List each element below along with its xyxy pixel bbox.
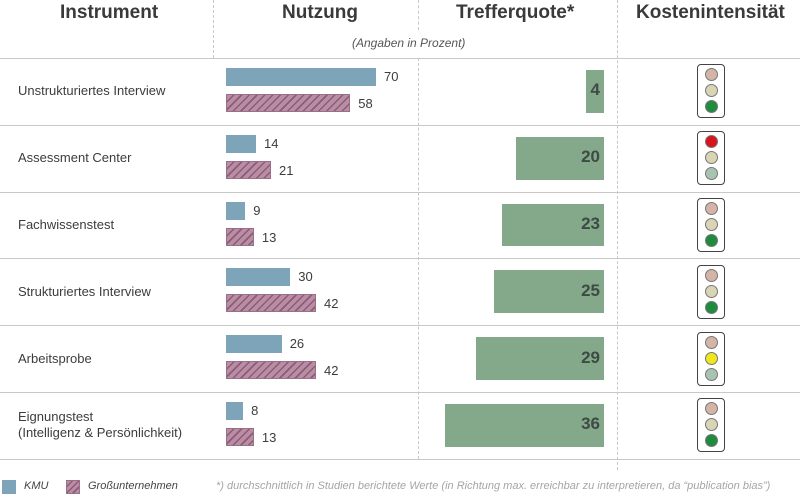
header-nutzung: Nutzung (282, 2, 358, 23)
row-separator (0, 191, 800, 193)
bar-grossunternehmen (226, 294, 316, 313)
bar-kmu (226, 68, 376, 86)
bar-kmu (226, 402, 244, 420)
bar-grossunternehmen (226, 94, 351, 112)
bar-kmu (226, 201, 246, 220)
trefferquote-value: 36 (581, 414, 600, 434)
traffic-lamp-red (704, 135, 718, 149)
row-separator (0, 392, 800, 393)
traffic-lamp-yellow (704, 284, 718, 298)
traffic-lamp-yellow (704, 351, 718, 365)
traffic-lamp-yellow (704, 84, 718, 98)
header-trefferquote: Trefferquote* (456, 2, 575, 23)
row-label: Eignungstest (Intelligenz & Persönlichkei… (18, 409, 182, 441)
row-separator (0, 325, 800, 327)
trefferquote-bar (445, 404, 604, 447)
traffic-light (697, 331, 725, 386)
header-kostenintensitaet: Kostenintensität (636, 2, 785, 23)
traffic-lamp-green (704, 167, 718, 181)
traffic-lamp-yellow (704, 151, 718, 165)
bar-value-grossunternehmen: 42 (324, 363, 339, 379)
trefferquote-bar (475, 337, 604, 380)
traffic-lamp-green (704, 100, 718, 114)
bar-value-grossunternehmen: 58 (358, 96, 373, 111)
traffic-lamp-yellow (704, 418, 718, 432)
traffic-lamp-green (704, 300, 718, 314)
bar-value-kmu: 70 (384, 69, 399, 84)
trefferquote-bar (493, 270, 604, 314)
traffic-light (697, 131, 725, 186)
row-label-line: Unstrukturiertes Interview (18, 83, 166, 99)
bar-value-grossunternehmen: 42 (324, 296, 339, 312)
row-separator (0, 458, 800, 460)
row-label: Fachwissenstest (18, 217, 114, 233)
trefferquote-value: 23 (581, 214, 600, 233)
traffic-lamp-yellow (704, 218, 718, 231)
row-separator (0, 124, 800, 126)
traffic-lamp-green (704, 367, 718, 381)
bar-value-kmu: 30 (298, 269, 313, 285)
bar-kmu (226, 268, 291, 287)
row-separator (0, 58, 800, 59)
row-label: Assessment Center (18, 150, 131, 166)
header-instrument: Instrument (60, 2, 159, 23)
traffic-light (697, 398, 725, 453)
unit-subtitle: (Angaben in Prozent) (352, 36, 466, 50)
row-separator (0, 258, 800, 260)
traffic-light (697, 264, 725, 319)
traffic-lamp-red (704, 335, 718, 349)
trefferquote-bar (515, 136, 604, 180)
bar-kmu (226, 134, 256, 153)
divider-treffer (418, 0, 419, 30)
bar-grossunternehmen (226, 428, 254, 446)
traffic-lamp-red (704, 268, 718, 282)
traffic-lamp-green (704, 434, 718, 448)
divider-kosten (617, 0, 618, 470)
row-label-line: (Intelligenz & Persönlichkeit) (18, 425, 183, 441)
trefferquote-bar (502, 203, 604, 247)
bar-grossunternehmen (226, 361, 316, 380)
traffic-light (697, 198, 725, 252)
bar-value-kmu: 14 (264, 135, 279, 151)
bar-value-kmu: 9 (253, 202, 261, 218)
trefferquote-bar (586, 70, 604, 113)
bar-value-grossunternehmen: 13 (261, 430, 277, 445)
legend-label-grossunternehmen: Großunternehmen (88, 480, 178, 492)
traffic-lamp-red (704, 202, 718, 215)
divider-nutzung (213, 0, 214, 58)
row-label: Strukturiertes Interview (18, 284, 151, 300)
row-label: Unstrukturiertes Interview (18, 83, 165, 99)
trefferquote-value: 20 (581, 147, 600, 167)
row-label-line: Eignungstest (18, 409, 94, 425)
bar-grossunternehmen (226, 227, 254, 246)
legend-swatch-kmu (2, 480, 16, 494)
bar-kmu (226, 335, 282, 354)
bar-value-kmu: 26 (289, 336, 305, 352)
bar-grossunternehmen (226, 160, 271, 179)
traffic-lamp-red (704, 402, 718, 416)
trefferquote-value: 25 (581, 280, 600, 300)
traffic-light (697, 64, 725, 119)
bar-value-grossunternehmen: 13 (261, 229, 277, 245)
footnote: *) durchschnittlich in Studien berichtet… (216, 480, 771, 492)
trefferquote-value: 4 (590, 80, 600, 100)
row-label-line: Assessment Center (18, 150, 132, 166)
row-label-line: Strukturiertes Interview (18, 283, 151, 299)
trefferquote-value: 29 (581, 347, 600, 367)
traffic-lamp-red (704, 68, 718, 82)
divider-treffer-body (418, 58, 419, 459)
traffic-lamp-green (704, 234, 718, 247)
bar-value-grossunternehmen: 21 (279, 162, 294, 178)
bar-value-kmu: 8 (251, 403, 259, 418)
legend-label-kmu: KMU (24, 480, 49, 492)
row-label-line: Fachwissenstest (18, 217, 115, 232)
legend-swatch-grossunternehmen (66, 480, 80, 494)
row-label-line: Arbeitsprobe (18, 350, 92, 366)
row-label: Arbeitsprobe (18, 351, 92, 367)
